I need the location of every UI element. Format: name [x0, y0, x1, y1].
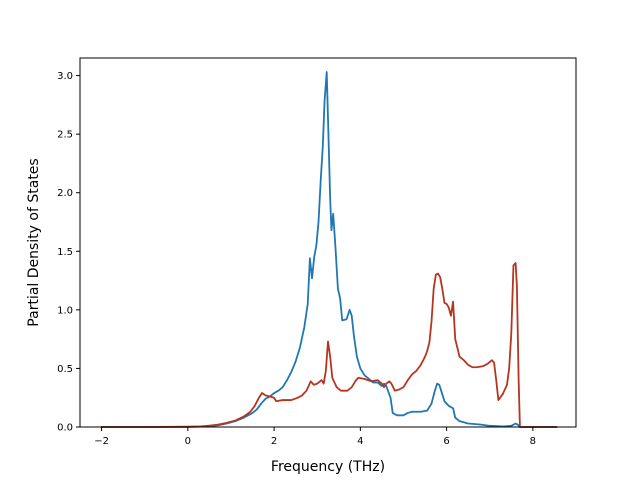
x-tick-label: 6 [443, 436, 449, 447]
y-tick-label: 0.0 [57, 423, 73, 434]
y-axis-ticks: 0.0 0.5 1.0 1.5 2.0 2.5 3.0 [57, 71, 80, 434]
x-axis-ticks: −2 0 2 4 6 8 [94, 427, 536, 447]
plot-frame [79, 57, 577, 428]
x-tick-label: 0 [185, 436, 191, 447]
series-line-1 [100, 71, 558, 428]
x-tick-label: 8 [530, 436, 536, 447]
y-tick-label: 2.5 [57, 130, 73, 141]
x-tick-label: −2 [94, 436, 109, 447]
y-axis-label: Partial Density of States [26, 158, 42, 326]
y-tick-label: 1.0 [57, 305, 73, 316]
y-tick-label: 1.5 [57, 247, 73, 258]
y-tick-label: 3.0 [57, 71, 73, 82]
x-axis-label: Frequency (THz) [271, 459, 385, 475]
y-tick-label: 2.0 [57, 188, 73, 199]
series-layer [100, 71, 558, 428]
series-line-2 [100, 262, 558, 428]
y-tick-label: 0.5 [57, 364, 73, 375]
x-tick-label: 2 [271, 436, 277, 447]
x-tick-label: 4 [357, 436, 363, 447]
